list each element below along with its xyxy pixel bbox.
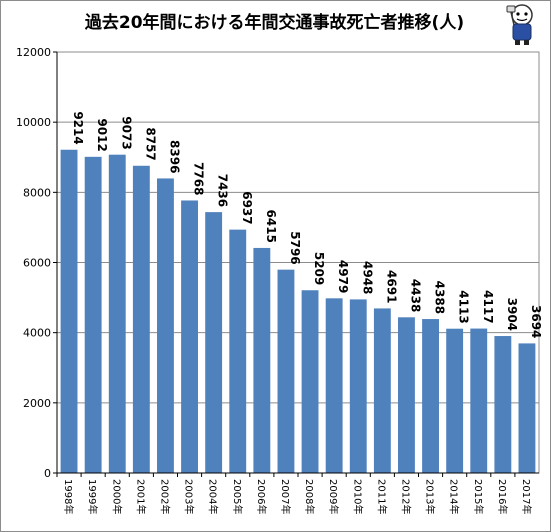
data-label: 4388 xyxy=(433,281,447,314)
bar xyxy=(84,156,102,474)
data-label: 4979 xyxy=(336,260,350,293)
chart-title: 過去20年間における年間交通事故死亡者推移(人) xyxy=(84,13,465,33)
data-label: 7768 xyxy=(192,162,206,195)
y-tick-label: 12000 xyxy=(16,46,51,59)
bar xyxy=(349,299,367,473)
data-label: 5796 xyxy=(288,231,302,264)
bar xyxy=(132,165,150,473)
data-label: 9012 xyxy=(95,118,109,151)
bar xyxy=(157,178,174,473)
y-tick-label: 6000 xyxy=(23,257,51,270)
bar xyxy=(518,343,536,473)
x-tick-label: 2017年 xyxy=(520,479,533,514)
data-label: 9214 xyxy=(71,111,85,144)
x-tick-label: 2010年 xyxy=(351,479,364,514)
x-tick-label: 2003年 xyxy=(183,479,196,514)
x-tick-label: 1999年 xyxy=(86,479,99,514)
data-label: 4691 xyxy=(384,270,398,303)
bar xyxy=(277,269,295,473)
x-tick-label: 2002年 xyxy=(158,479,171,514)
x-tick-label: 2004年 xyxy=(207,479,220,514)
x-tick-label: 2015年 xyxy=(472,479,485,514)
data-label: 6415 xyxy=(264,210,278,243)
x-tick-label: 2014年 xyxy=(448,479,461,514)
data-label: 6937 xyxy=(240,191,254,224)
bar xyxy=(108,154,126,474)
data-label: 4113 xyxy=(457,290,471,323)
x-tick-label: 2011年 xyxy=(375,479,388,514)
bar xyxy=(325,298,343,473)
x-tick-label: 2001年 xyxy=(134,479,147,514)
y-tick-label: 0 xyxy=(44,467,51,480)
x-tick-label: 2000年 xyxy=(110,479,123,514)
bar xyxy=(205,212,223,473)
bar xyxy=(446,328,464,473)
bar xyxy=(253,247,271,473)
y-tick-label: 4000 xyxy=(23,327,51,340)
x-tick-label: 2016年 xyxy=(496,479,509,514)
y-tick-label: 2000 xyxy=(23,397,51,410)
bar xyxy=(470,328,488,473)
data-label: 3694 xyxy=(529,305,543,338)
bar xyxy=(229,229,247,473)
data-label: 3904 xyxy=(505,298,519,331)
bar xyxy=(398,317,415,473)
x-tick-label: 2006年 xyxy=(255,479,268,514)
x-tick-label: 1998年 xyxy=(62,479,75,514)
y-tick-label: 8000 xyxy=(23,186,51,199)
x-tick-label: 2008年 xyxy=(303,479,316,514)
x-tick-label: 2012年 xyxy=(399,479,412,514)
bar xyxy=(181,200,198,474)
data-label: 8757 xyxy=(143,127,157,160)
bar xyxy=(60,149,78,473)
x-tick-label: 2013年 xyxy=(424,479,437,514)
data-label: 9073 xyxy=(119,116,133,149)
data-label: 5209 xyxy=(312,252,326,285)
mascot-icon xyxy=(506,4,533,45)
y-tick-label: 10000 xyxy=(16,116,51,129)
bar xyxy=(422,319,439,473)
x-tick-label: 2007年 xyxy=(279,479,292,514)
x-tick-label: 2005年 xyxy=(231,479,244,514)
x-tick-label: 2009年 xyxy=(327,479,340,514)
bar xyxy=(373,308,391,473)
bar xyxy=(494,336,512,473)
bar xyxy=(301,290,319,473)
data-label: 7436 xyxy=(216,174,230,207)
data-label: 4948 xyxy=(360,261,374,294)
data-label: 4438 xyxy=(408,279,422,312)
data-label: 8396 xyxy=(167,140,181,173)
data-label: 4117 xyxy=(481,290,495,323)
